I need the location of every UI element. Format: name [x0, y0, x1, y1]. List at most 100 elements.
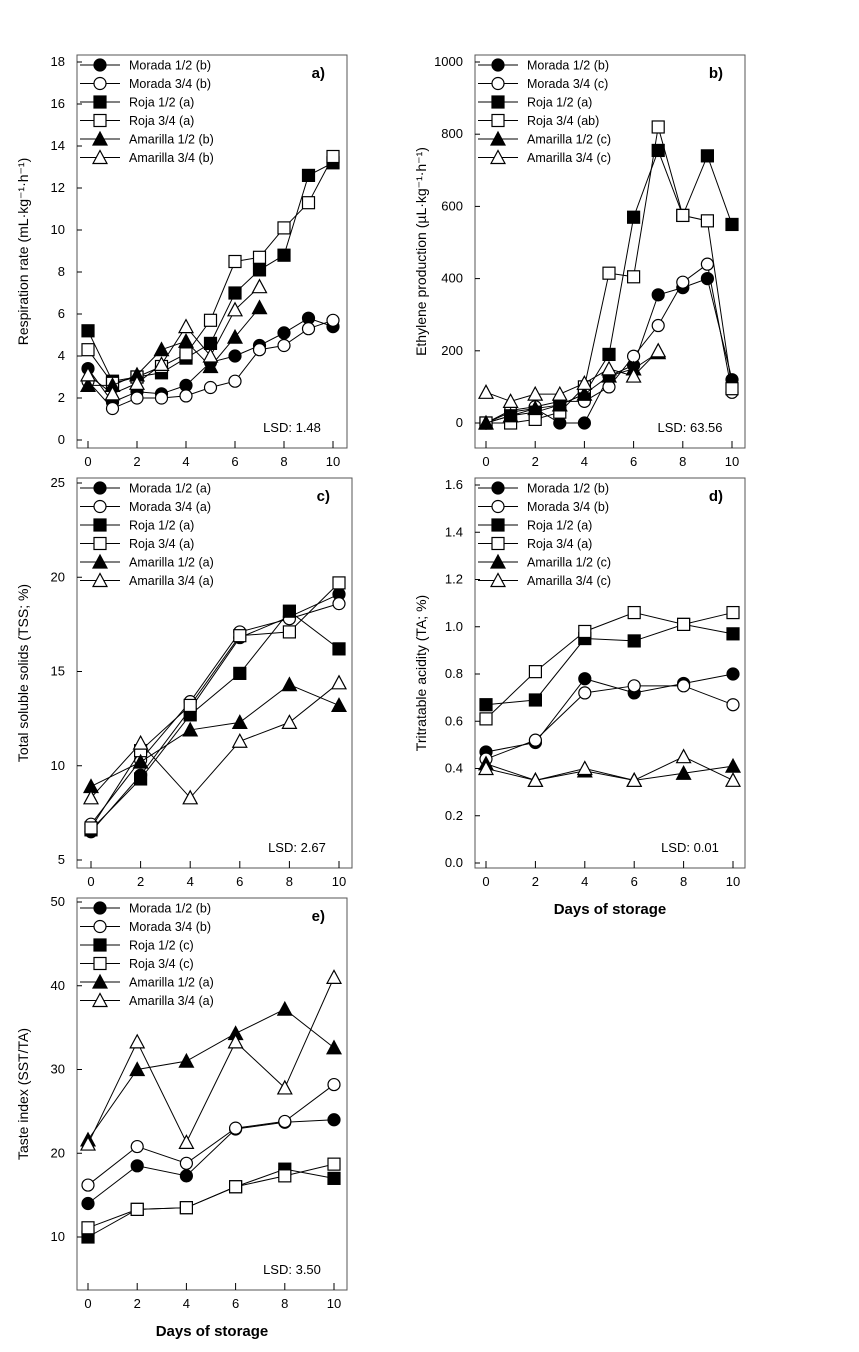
data-point — [130, 1202, 144, 1216]
legend-item: Morada 3/4 (c) — [478, 76, 608, 91]
data-point — [551, 396, 568, 412]
data-point — [276, 1000, 293, 1016]
data-point — [626, 349, 641, 363]
series-line — [90, 684, 340, 787]
data-point — [551, 385, 568, 401]
x-tick-label: 0 — [84, 454, 91, 469]
y-tick-label: 0 — [58, 432, 65, 447]
data-point — [724, 772, 742, 787]
legend-item: Morada 3/4 (b) — [80, 919, 211, 934]
data-point — [278, 1114, 292, 1129]
series-line — [87, 1163, 335, 1229]
x-tick-label: 4 — [581, 454, 588, 469]
legend-marker-filled-circle-icon — [491, 58, 505, 72]
data-point — [202, 358, 219, 374]
data-point — [277, 248, 291, 262]
data-point — [277, 221, 291, 235]
x-tick-label: 8 — [679, 454, 686, 469]
data-point — [81, 1221, 95, 1235]
data-point — [330, 697, 348, 713]
legend-marker-filled-triangle-icon — [91, 553, 109, 569]
legend-item: Roja 3/4 (ab) — [478, 113, 599, 128]
legend-label: Morada 1/2 (b) — [527, 482, 609, 496]
data-point — [502, 393, 519, 408]
series-morada-1-2-b- — [81, 1113, 341, 1211]
legend-label: Amarilla 3/4 (a) — [129, 574, 214, 588]
legend-label: Roja 1/2 (c) — [129, 939, 194, 953]
legend-label: Morada 1/2 (b) — [129, 902, 211, 916]
data-point — [527, 772, 544, 787]
series-roja-3-4-c- — [81, 1157, 341, 1235]
x-tick-label: 2 — [133, 454, 140, 469]
x-axis-label: Days of storage — [156, 1323, 269, 1340]
legend-label: Roja 3/4 (ab) — [527, 114, 599, 128]
data-point — [332, 576, 346, 590]
data-point — [79, 366, 97, 382]
data-point — [576, 385, 593, 401]
data-point — [626, 772, 643, 787]
legend-item: Amarilla 1/2 (c) — [478, 553, 611, 570]
y-tick-label: 1.0 — [445, 619, 463, 634]
data-point — [553, 416, 567, 430]
data-point — [252, 263, 267, 277]
data-point — [282, 604, 296, 618]
data-point — [325, 969, 343, 984]
data-point — [502, 407, 519, 423]
data-point — [700, 149, 715, 163]
legend-item: Roja 3/4 (c) — [80, 956, 194, 971]
legend-marker-filled-triangle-icon — [489, 130, 507, 146]
data-point — [81, 324, 95, 338]
plot-frame — [76, 477, 353, 869]
series-line — [90, 582, 340, 829]
data-point — [578, 686, 592, 700]
data-point — [602, 347, 616, 362]
lsd-annotation: LSD: 63.56 — [657, 420, 722, 435]
data-point — [527, 385, 544, 401]
series-line — [87, 1008, 335, 1141]
series-line — [88, 307, 260, 386]
y-tick-label: 800 — [441, 126, 463, 141]
data-point — [675, 764, 692, 780]
data-point — [528, 693, 543, 707]
legend-marker-filled-square-icon — [93, 95, 107, 109]
legend-label: Amarilla 1/2 (b) — [129, 133, 214, 147]
panel-b: 0 200 400 600 800 1000 0 2 4 6 8 10 Ethylene product… — [413, 54, 746, 469]
x-tick-label: 0 — [87, 874, 94, 889]
data-point — [600, 360, 618, 376]
plot-frame — [76, 897, 348, 1291]
legend-label: Morada 1/2 (b) — [527, 59, 609, 73]
data-point — [301, 168, 316, 182]
data-point — [725, 217, 739, 232]
data-point — [129, 1061, 146, 1077]
x-tick-label: 4 — [183, 1296, 190, 1311]
data-point — [177, 318, 195, 334]
x-tick-label: 4 — [182, 454, 189, 469]
x-tick-label: 6 — [630, 454, 637, 469]
legend-label: Morada 3/4 (c) — [527, 77, 608, 91]
data-point — [281, 714, 298, 729]
x-tick-label: 2 — [134, 1296, 141, 1311]
series-line — [87, 286, 260, 395]
x-tick-label: 8 — [286, 874, 293, 889]
x-tick-label: 0 — [482, 454, 489, 469]
data-point — [651, 318, 665, 333]
data-point — [228, 349, 242, 363]
data-point — [252, 343, 267, 357]
data-point — [527, 400, 544, 416]
data-point — [231, 732, 248, 748]
legend-label: Morada 3/4 (a) — [129, 500, 211, 514]
series-morada-3-4-b- — [81, 313, 340, 416]
y-axis-label: Taste index (SST/TA) — [15, 1028, 31, 1160]
x-tick-label: 2 — [532, 874, 539, 889]
plot-frame — [474, 477, 746, 869]
panel-label: c) — [317, 488, 330, 505]
y-axis-label: Respiration rate (mL·kg⁻¹·h⁻¹) — [15, 158, 31, 346]
legend-marker-open-square-icon — [491, 113, 505, 128]
series-amarilla-3-4-c- — [477, 342, 667, 408]
legend-label: Amarilla 3/4 (c) — [527, 574, 611, 588]
legend-marker-open-triangle-icon — [91, 149, 109, 165]
data-point — [726, 627, 740, 641]
legend-marker-open-square-icon — [93, 536, 107, 551]
data-point — [528, 412, 542, 426]
